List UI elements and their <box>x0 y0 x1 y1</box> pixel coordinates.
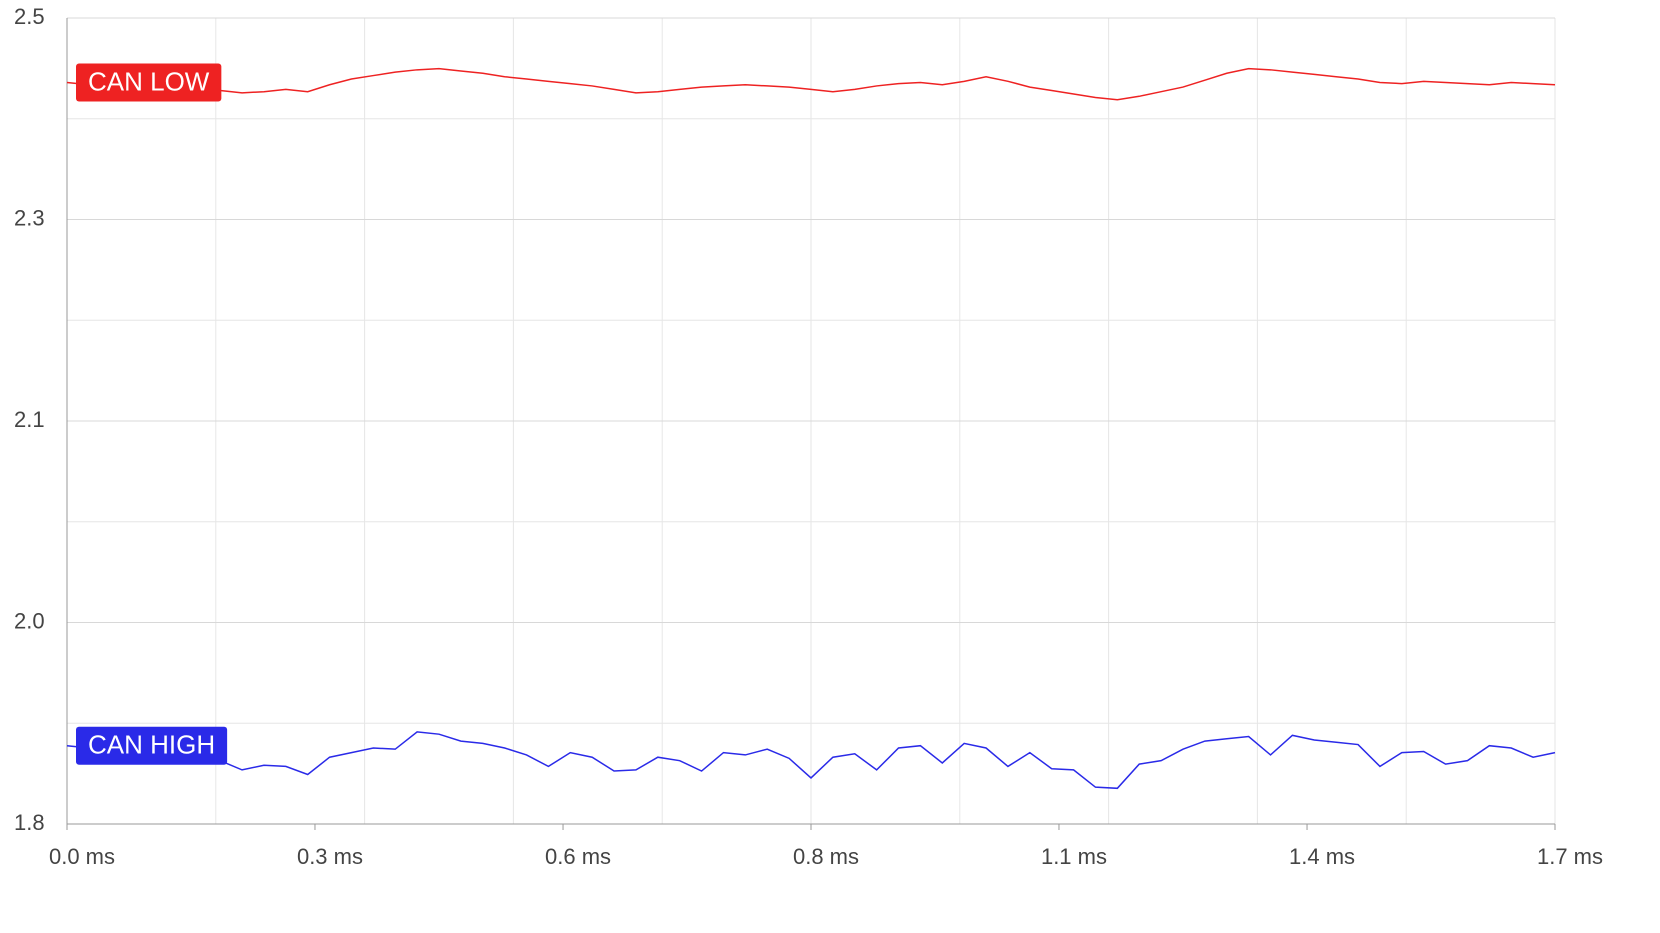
x-tick-label: 1.1 ms <box>1041 844 1107 869</box>
x-tick-label: 1.4 ms <box>1289 844 1355 869</box>
series-label: CAN LOW <box>76 63 222 102</box>
series-line <box>66 731 1556 790</box>
x-tick-label: 0.6 ms <box>545 844 611 869</box>
series-label: CAN HIGH <box>76 726 228 765</box>
y-tick-label: 2.3 <box>14 205 45 230</box>
x-tick-label: 1.7 ms <box>1537 844 1603 869</box>
y-tick-label: 2.5 <box>14 4 45 29</box>
x-tick-label: 0.0 ms <box>49 844 115 869</box>
y-tick-label: 1.8 <box>14 810 45 835</box>
x-tick-label: 0.8 ms <box>793 844 859 869</box>
series-label-box <box>76 726 228 765</box>
series-line <box>66 67 1556 101</box>
series-label-text: CAN HIGH <box>88 730 215 760</box>
series-label-box <box>76 63 222 102</box>
series-label-text: CAN LOW <box>88 66 210 96</box>
y-tick-label: 2.0 <box>14 608 45 633</box>
y-tick-label: 2.1 <box>14 407 45 432</box>
x-tick-label: 0.3 ms <box>297 844 363 869</box>
